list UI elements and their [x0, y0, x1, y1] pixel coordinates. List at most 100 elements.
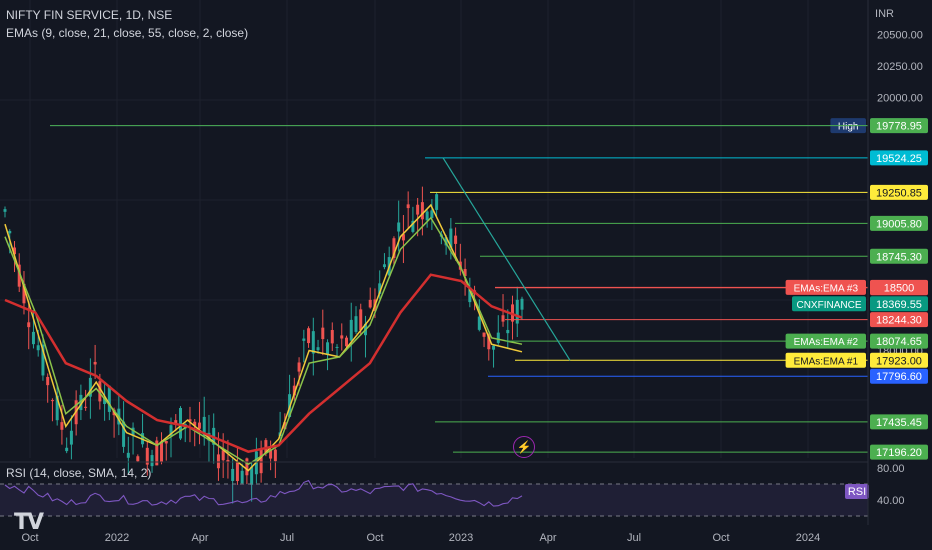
candle-body: [41, 344, 45, 376]
candle-body: [107, 385, 111, 412]
candle-body: [444, 237, 448, 246]
x-tick-label: Jul: [280, 532, 294, 544]
candle-body: [46, 376, 50, 386]
candle-body: [416, 204, 420, 215]
price-tag-label-box: [785, 279, 866, 295]
candle-body: [221, 450, 225, 461]
candle-body: [496, 332, 500, 343]
x-tick-label: 2023: [449, 532, 473, 544]
candle-body: [22, 283, 26, 304]
symbol-title[interactable]: NIFTY FIN SERVICE, 1D, NSE: [6, 8, 173, 22]
y-tick-label: 20500.00: [877, 29, 923, 41]
x-tick-label: Apr: [539, 532, 556, 544]
candle-body: [93, 361, 97, 365]
ema-line-1: [4, 203, 523, 472]
lightning-icon[interactable]: ⚡: [513, 436, 535, 458]
candle-body: [235, 461, 239, 482]
candle-body: [354, 316, 358, 332]
candle-body: [188, 419, 192, 422]
price-tag-label: EMAs:EMA #2: [794, 337, 859, 348]
price-tag: [870, 312, 928, 328]
candle-body: [79, 394, 83, 411]
price-tag: [870, 150, 928, 166]
candle-body: [515, 299, 519, 324]
candle-body: [31, 331, 35, 345]
candle-body: [430, 210, 434, 218]
candle-body: [264, 440, 268, 453]
candle-body: [302, 338, 306, 341]
candle-body: [454, 235, 458, 244]
candle-body: [8, 230, 12, 234]
candle-body: [169, 425, 173, 437]
candle-body: [345, 337, 349, 347]
ema-line-3: [4, 273, 523, 454]
candle-body: [160, 441, 164, 462]
candle-body: [155, 440, 159, 466]
candle-body: [145, 447, 149, 465]
candle-body: [482, 332, 486, 337]
price-tag-label-box: [792, 296, 866, 312]
price-tag: [870, 414, 928, 430]
y-tick-label: 20250.00: [877, 61, 923, 73]
candle-body: [335, 346, 339, 348]
ema-line-2: [4, 216, 523, 466]
rsi-line: [4, 479, 523, 507]
candle-body: [392, 238, 396, 258]
candle-body: [231, 468, 235, 481]
candle-body: [349, 319, 353, 341]
price-tag-value: 19778.95: [876, 121, 922, 133]
price-tag: [870, 368, 928, 384]
candle-body: [283, 422, 287, 430]
candle-body: [216, 454, 220, 469]
candle-body: [492, 345, 496, 350]
candle-body: [368, 299, 372, 308]
ema-indicator-legend[interactable]: EMAs (9, close, 21, close, 55, close, 2,…: [6, 26, 249, 40]
candle-body: [316, 347, 320, 351]
price-tag-value: 18745.30: [876, 251, 922, 263]
x-tick-label: Oct: [366, 532, 383, 544]
candle-body: [65, 447, 69, 452]
price-tag-label-box: [785, 333, 866, 349]
candle-body: [136, 456, 140, 462]
candle-body: [88, 377, 92, 397]
candle-body: [193, 421, 197, 426]
candle-body: [463, 269, 467, 276]
candle-body: [406, 204, 410, 209]
candle-body: [330, 330, 334, 344]
x-tick-label: Oct: [712, 532, 729, 544]
candle-body: [340, 335, 344, 339]
candle-body: [122, 421, 126, 447]
candle-body: [292, 385, 296, 396]
price-tag-value: 19005.80: [876, 218, 922, 230]
candle-body: [378, 283, 382, 294]
candle-body: [84, 406, 88, 408]
x-tick-label: 2022: [105, 532, 129, 544]
price-tag: [870, 184, 928, 200]
candle-body: [307, 328, 311, 344]
rsi-indicator-legend[interactable]: RSI (14, close, SMA, 14, 2): [6, 466, 152, 480]
rsi-tag: [845, 484, 869, 499]
candle-body: [103, 397, 107, 405]
rsi-band: [0, 484, 868, 516]
candle-body: [17, 264, 21, 287]
candle-body: [311, 331, 315, 354]
candle-body: [401, 234, 405, 241]
candle-body: [36, 345, 40, 351]
candle-body: [250, 466, 254, 485]
price-tag: [870, 296, 928, 312]
price-tag-label: EMAs:EMA #1: [794, 356, 859, 367]
price-tag-value: 18369.55: [876, 299, 922, 311]
price-tag-value: 17435.45: [876, 417, 922, 429]
candle-body: [3, 209, 7, 212]
rsi-axis-label: 80.00: [877, 463, 905, 475]
candle-body: [501, 315, 505, 322]
price-tag: [870, 118, 928, 134]
currency-label: INR: [875, 8, 894, 20]
rsi-tag-label: RSI: [848, 486, 866, 498]
tradingview-logo: TV: [14, 510, 44, 535]
candle-body: [259, 448, 263, 474]
candle-body: [164, 441, 168, 444]
y-tick-label: 20000.00: [877, 93, 923, 105]
price-tag-value: 17796.60: [876, 371, 922, 383]
